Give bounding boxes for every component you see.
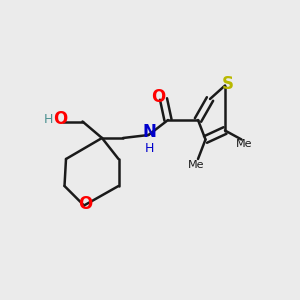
Text: O: O: [78, 195, 93, 213]
Text: O: O: [151, 88, 165, 106]
Text: O: O: [53, 110, 67, 128]
Text: Me: Me: [188, 160, 205, 170]
Text: S: S: [221, 75, 233, 93]
Text: Me: Me: [236, 139, 253, 149]
Text: N: N: [142, 123, 156, 141]
Text: H: H: [144, 142, 154, 155]
Text: H: H: [44, 112, 53, 126]
